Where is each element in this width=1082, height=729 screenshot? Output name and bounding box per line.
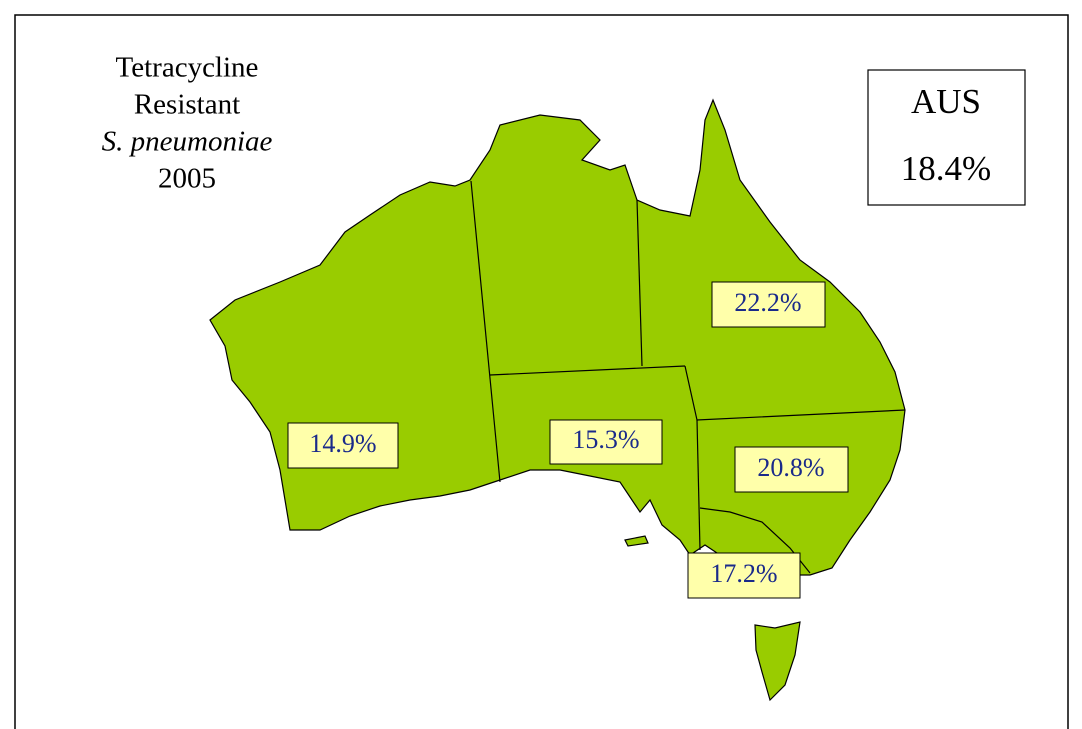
title-line: Resistant xyxy=(134,89,240,121)
title-line: 2005 xyxy=(158,163,216,195)
state-borders xyxy=(470,180,906,574)
label-box xyxy=(734,446,849,493)
label-box xyxy=(287,422,399,469)
australia xyxy=(209,98,906,702)
title-line: S. pneumoniae xyxy=(102,126,273,158)
frame xyxy=(14,14,1069,729)
region-labels: 22.2% 14.9% 15.3% 20.8% 17.2% xyxy=(287,281,849,599)
region-label: 14.9% xyxy=(309,429,376,458)
title-line: Tetracycline xyxy=(116,52,259,84)
summary-box: AUS 18.4% xyxy=(867,69,1026,206)
border xyxy=(489,365,686,376)
region-label: 17.2% xyxy=(710,559,777,588)
kangaroo-island xyxy=(624,535,649,547)
label-box xyxy=(711,281,826,328)
summary-frame xyxy=(867,69,1026,206)
summary-value: 18.4% xyxy=(901,149,991,188)
label-box xyxy=(687,552,801,599)
region-label: 15.3% xyxy=(572,425,639,454)
title: Tetracycline Resistant S. pneumoniae 200… xyxy=(102,52,273,195)
summary-label: AUS xyxy=(911,82,981,121)
border xyxy=(636,199,643,367)
mainland xyxy=(209,98,906,576)
border xyxy=(696,419,701,551)
tasmania xyxy=(754,621,801,702)
border xyxy=(470,180,501,483)
region-label: 22.2% xyxy=(734,288,801,317)
label-box xyxy=(549,419,663,465)
region-label: 20.8% xyxy=(757,453,824,482)
